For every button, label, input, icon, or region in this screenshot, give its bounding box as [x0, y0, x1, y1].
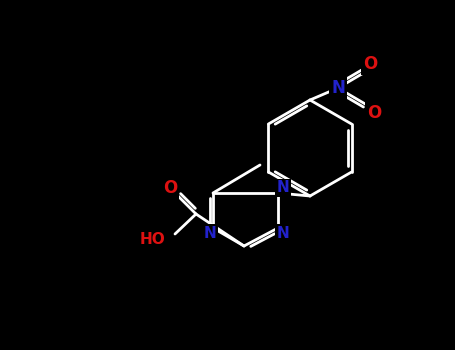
Text: N: N — [277, 181, 289, 196]
Text: HO: HO — [139, 231, 165, 246]
Text: N: N — [277, 225, 289, 240]
Text: O: O — [163, 179, 177, 197]
Text: N: N — [204, 225, 217, 240]
Text: O: O — [363, 55, 377, 73]
Text: N: N — [331, 79, 345, 97]
Text: O: O — [367, 104, 381, 122]
